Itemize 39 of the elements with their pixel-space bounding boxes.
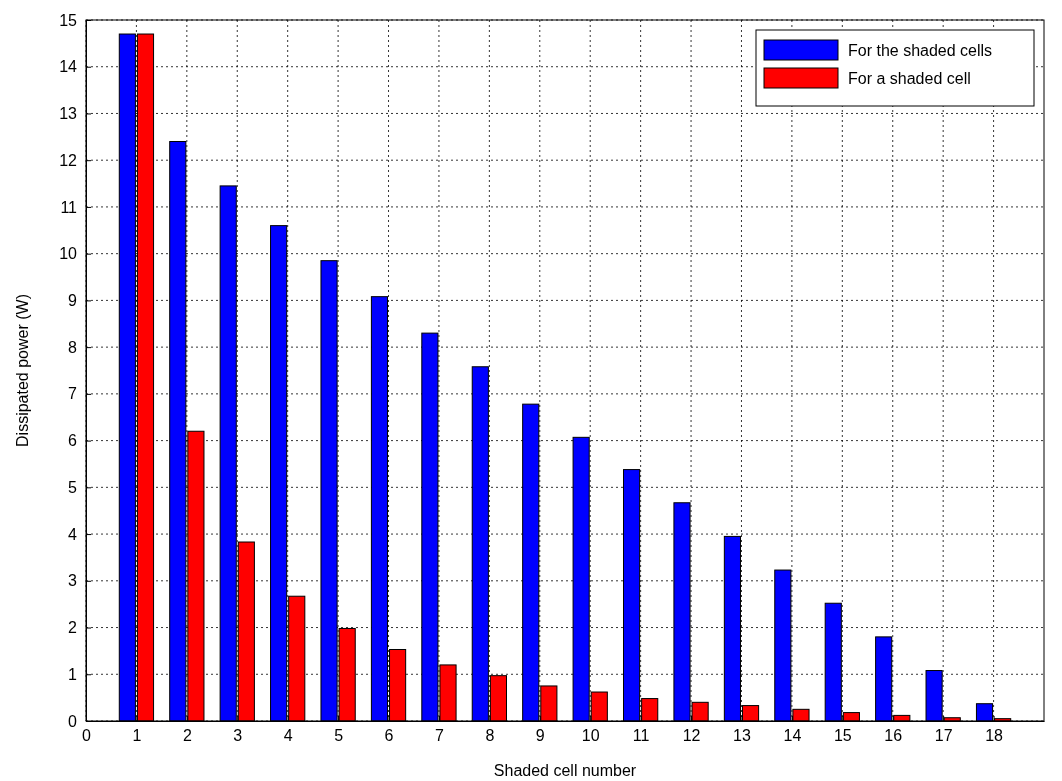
x-tick-label: 9 (535, 727, 545, 745)
x-tick-label: 12 (682, 727, 701, 745)
x-tick-label: 3 (233, 727, 243, 745)
x-tick-label: 5 (334, 727, 344, 745)
x-tick-label: 18 (985, 727, 1004, 745)
y-tick-label: 7 (68, 385, 78, 403)
x-tick-label: 4 (283, 727, 293, 745)
legend-label: For the shaded cells (848, 42, 993, 59)
y-tick-label: 10 (59, 245, 78, 263)
x-tick-label: 15 (833, 727, 852, 745)
y-tick-label: 13 (59, 105, 78, 123)
y-tick-label: 0 (68, 712, 78, 730)
x-axis-title: Shaded cell number (493, 762, 637, 779)
y-tick-label: 12 (59, 151, 78, 169)
x-tick-label: 17 (934, 727, 953, 745)
x-tick-label: 16 (884, 727, 903, 745)
y-tick-label: 15 (59, 11, 78, 29)
y-tick-label: 14 (59, 58, 78, 76)
y-tick-label: 9 (68, 292, 78, 310)
x-tick-label: 11 (632, 727, 650, 745)
x-tick-label: 14 (783, 727, 802, 745)
x-tick-label: 0 (82, 727, 92, 745)
x-tick-label: 7 (434, 727, 444, 745)
x-tick-label: 8 (485, 727, 495, 745)
y-tick-label: 11 (60, 198, 78, 216)
legend-label: For a shaded cell (848, 70, 971, 87)
x-tick-label: 10 (581, 727, 600, 745)
y-tick-label: 4 (68, 525, 78, 543)
y-tick-label: 3 (68, 572, 78, 590)
x-tick-label: 13 (733, 727, 751, 745)
x-tick-label: 1 (132, 727, 142, 745)
y-tick-label: 6 (68, 432, 78, 450)
x-tick-label: 6 (384, 727, 394, 745)
y-tick-label: 8 (68, 338, 78, 356)
y-axis-title: Dissipated power (W) (14, 294, 31, 447)
y-tick-label: 2 (68, 619, 78, 637)
y-tick-label: 1 (68, 665, 78, 683)
y-tick-label: 5 (68, 478, 78, 496)
x-tick-label: 2 (182, 727, 192, 745)
